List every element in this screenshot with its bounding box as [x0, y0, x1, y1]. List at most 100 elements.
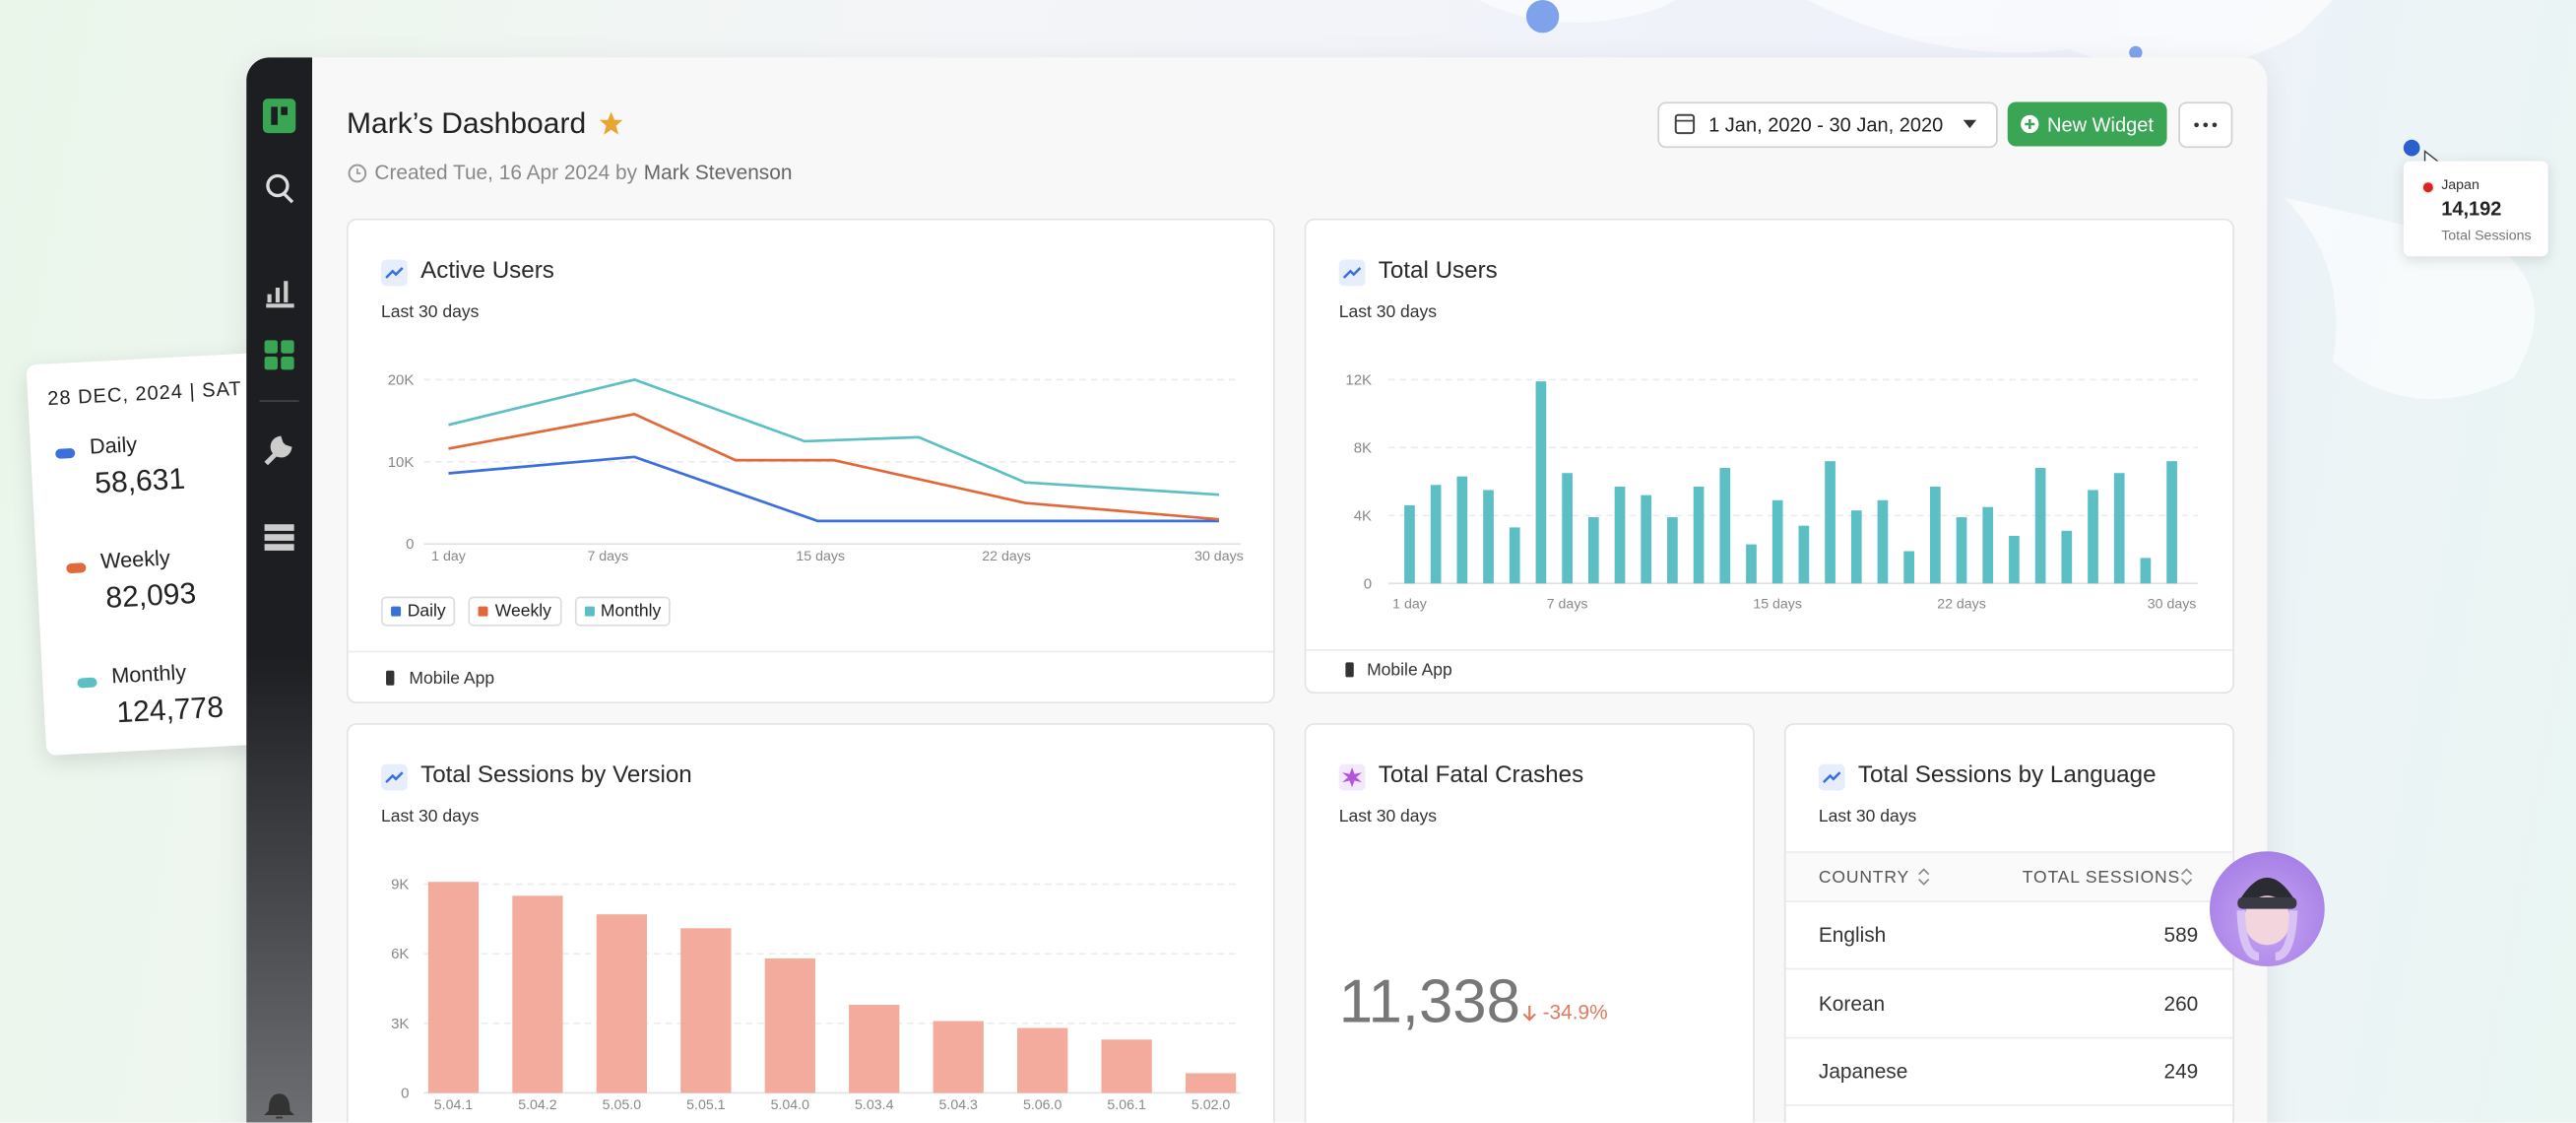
dashboard-icon[interactable] [264, 340, 294, 370]
bell-icon[interactable] [264, 1093, 294, 1119]
footer-text: Mobile App [409, 669, 495, 690]
dashboard-title: Mark’s Dashboard [347, 106, 587, 140]
card-title: Total Fatal Crashes [1378, 762, 1584, 789]
legend-item: Monthly [574, 596, 672, 627]
star[interactable] [598, 110, 624, 137]
created-line: Created Tue, 16 Apr 2024 by Mark Stevens… [347, 162, 792, 184]
sidebar-icons [259, 99, 299, 1119]
sessions-language-card: Total Sessions by Language Last 30 days … [1783, 723, 2234, 1123]
date-picker[interactable]: 1 Jan, 2020 - 30 Jan, 2020 [1657, 101, 1998, 149]
total-users-card: Total Users Last 30 days Mobile App [1304, 218, 2234, 694]
analytics-icon[interactable] [266, 281, 294, 308]
legend: Daily Weekly Monthly [381, 596, 672, 627]
map-tooltip: Japan 14,192 Total Sessions [2403, 161, 2548, 257]
change-value: -34.9% [1542, 1001, 1608, 1024]
card-footer: Mobile App [348, 650, 1273, 690]
date-range: 1 Jan, 2020 - 30 Jan, 2020 [1708, 113, 1944, 137]
session-count: 260 [2163, 991, 2199, 1016]
server-icon[interactable] [264, 524, 294, 551]
item-value: 82,093 [104, 576, 197, 615]
logo [262, 99, 296, 134]
avatar[interactable] [2209, 851, 2325, 967]
card-footer: Mobile App [1306, 649, 2233, 681]
crash-change: -34.9% [1521, 1001, 1608, 1024]
item-swatch [55, 447, 76, 459]
phone-icon [386, 670, 395, 686]
phone-icon [1345, 662, 1354, 678]
active-users-card: Active Users Last 30 days Mobile App [347, 218, 1275, 704]
card-subtitle: Last 30 days [381, 807, 480, 827]
crash-icon [1338, 763, 1366, 791]
legend-item: Daily [381, 596, 456, 627]
caret [1963, 119, 1977, 129]
star-shape [599, 111, 623, 135]
legend-swatch [479, 606, 489, 617]
search-icon[interactable] [266, 173, 290, 198]
dots-icon [2194, 122, 2218, 128]
author: Mark Stevenson [643, 161, 793, 184]
clock-icon [348, 163, 367, 182]
map-dot [2129, 45, 2143, 60]
session-count: 249 [2163, 1060, 2199, 1084]
tooltip-value: 14,192 [2441, 197, 2502, 221]
item-swatch [66, 562, 87, 574]
fatal-crashes-card: Total Fatal Crashes Last 30 days 11,338 … [1304, 723, 1755, 1123]
language-name: Japanese [1818, 1060, 1908, 1084]
legend-label: Daily [407, 601, 446, 622]
down-arrow [1522, 1005, 1536, 1021]
item-value: 58,631 [94, 462, 186, 500]
map-land [1478, 0, 2536, 400]
sort-icon[interactable] [1917, 868, 1930, 886]
avatar-face [2236, 877, 2298, 961]
tooltip-label: Total Sessions [2441, 227, 2532, 243]
card-title: Total Sessions by Language [1857, 762, 2157, 789]
column-header[interactable]: TOTAL SESSIONS [2022, 867, 2181, 888]
tooltip-country: Japan [2441, 175, 2479, 193]
sessions-version-card: Total Sessions by Version Last 30 days [347, 723, 1275, 1123]
logo-part [271, 106, 278, 125]
card-subtitle: Last 30 days [381, 301, 480, 323]
legend-swatch [584, 606, 595, 617]
trend-icon [381, 763, 408, 791]
item-name: Weekly [99, 545, 171, 574]
crash-count: 11,338 [1338, 967, 1520, 1036]
new-widget-button[interactable]: New Widget [2007, 101, 2167, 147]
language-name: English [1818, 923, 1887, 947]
new-widget-label: New Widget [2047, 112, 2154, 136]
card-subtitle: Last 30 days [1338, 807, 1438, 827]
table-row: Japanese 249 [1785, 1037, 2233, 1106]
flag [2421, 180, 2435, 194]
trend-icon [381, 259, 408, 287]
footer-text: Mobile App [1367, 660, 1452, 681]
item-name: Daily [89, 431, 138, 459]
session-count: 589 [2163, 923, 2199, 947]
column-header[interactable]: COUNTRY [1818, 867, 1910, 888]
card-title: Total Sessions by Version [420, 762, 692, 789]
search-icon [283, 192, 294, 204]
map-dot [2403, 139, 2420, 157]
logo-part [281, 106, 288, 115]
legend-item: Weekly [469, 596, 561, 627]
table-row: Korean 260 [1785, 969, 2233, 1038]
created-text: Created Tue, 16 Apr 2024 by [374, 161, 638, 184]
tools-icon[interactable] [264, 435, 292, 466]
calendar-icon [1674, 113, 1696, 135]
sort-icon[interactable] [2180, 868, 2193, 886]
item-value: 124,778 [115, 690, 225, 729]
card-title: Active Users [420, 257, 554, 285]
item-swatch [77, 677, 97, 689]
more-button[interactable] [2178, 101, 2233, 149]
table-row: English 589 [1785, 900, 2233, 970]
legend-label: Weekly [494, 601, 551, 622]
sidebar [246, 57, 312, 1123]
language-name: Korean [1818, 991, 1886, 1016]
plus-icon [2021, 114, 2039, 134]
legend-label: Monthly [600, 601, 662, 622]
item-name: Monthly [110, 659, 187, 689]
trend-icon [1818, 763, 1845, 791]
floating-date: 28 DEC, 2024 | SAT [46, 376, 243, 411]
card-subtitle: Last 30 days [1818, 807, 1917, 827]
legend-swatch [391, 606, 402, 617]
